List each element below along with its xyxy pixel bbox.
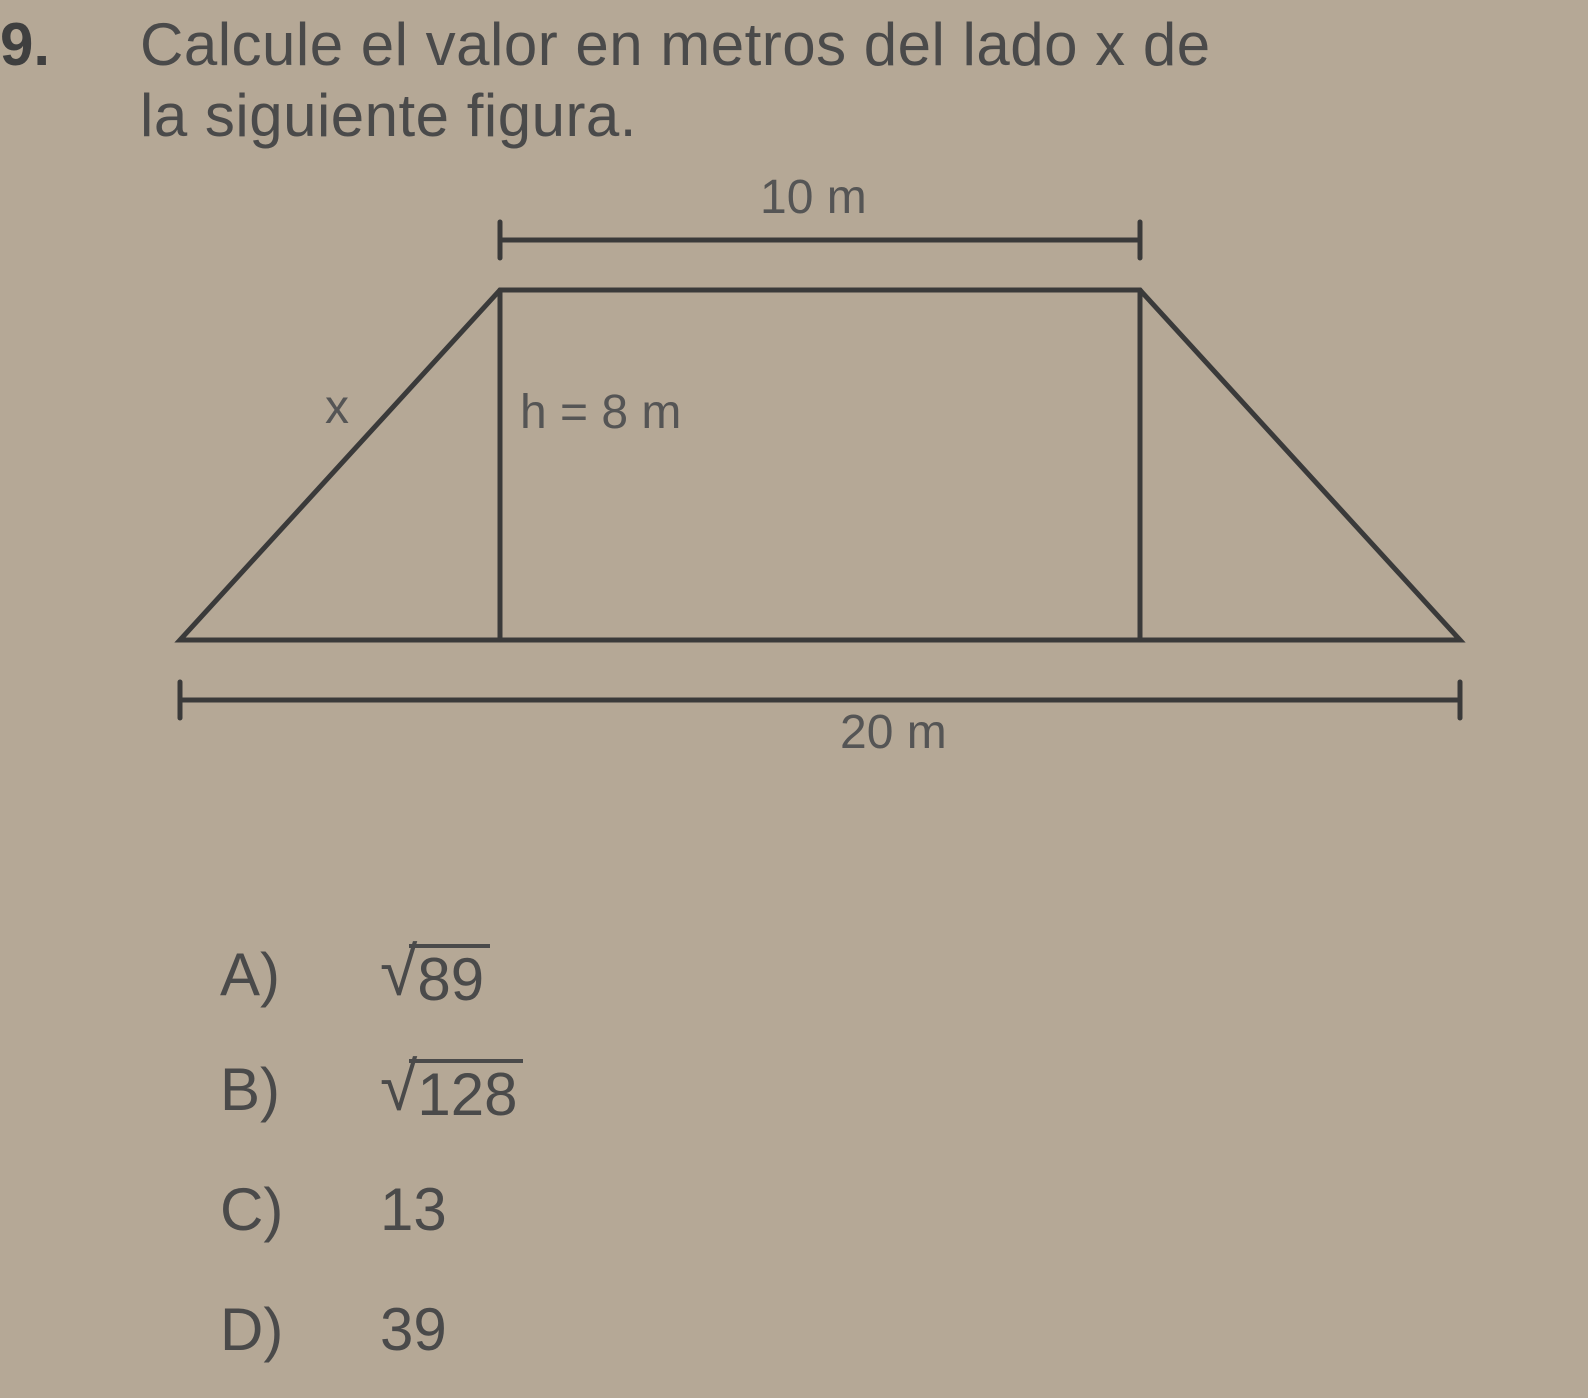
option-a-radicand: 89 — [409, 944, 490, 1010]
question-text: Calcule el valor en metros del lado x de… — [140, 10, 1580, 152]
sqrt-b: √ 128 — [380, 1059, 523, 1125]
option-c: C) 13 — [220, 1175, 447, 1244]
option-b-radicand: 128 — [409, 1059, 523, 1125]
side-x-label: x — [325, 380, 349, 435]
option-a-letter: A) — [220, 940, 380, 1009]
question-line2: la siguiente figura. — [140, 82, 637, 149]
sqrt-a: √ 89 — [380, 944, 490, 1010]
option-b-letter: B) — [220, 1055, 380, 1124]
option-c-letter: C) — [220, 1175, 380, 1244]
option-b-value: √ 128 — [380, 1055, 523, 1125]
trapezoid-figure: 10 m x h = 8 m 20 m — [140, 210, 1500, 770]
option-d-plain: 39 — [380, 1295, 447, 1364]
question-number: 9. — [0, 10, 50, 79]
question-line1: Calcule el valor en metros del lado x de — [140, 11, 1211, 78]
option-d-letter: D) — [220, 1295, 380, 1364]
option-a: A) √ 89 — [220, 940, 490, 1010]
top-dim-label: 10 m — [760, 170, 867, 225]
trapezoid-svg — [140, 210, 1500, 770]
option-c-plain: 13 — [380, 1175, 447, 1244]
bottom-dim-label: 20 m — [840, 705, 947, 760]
page: 9. Calcule el valor en metros del lado x… — [0, 0, 1588, 1398]
option-a-value: √ 89 — [380, 940, 490, 1010]
option-b: B) √ 128 — [220, 1055, 523, 1125]
height-label: h = 8 m — [520, 385, 681, 440]
option-d: D) 39 — [220, 1295, 447, 1364]
